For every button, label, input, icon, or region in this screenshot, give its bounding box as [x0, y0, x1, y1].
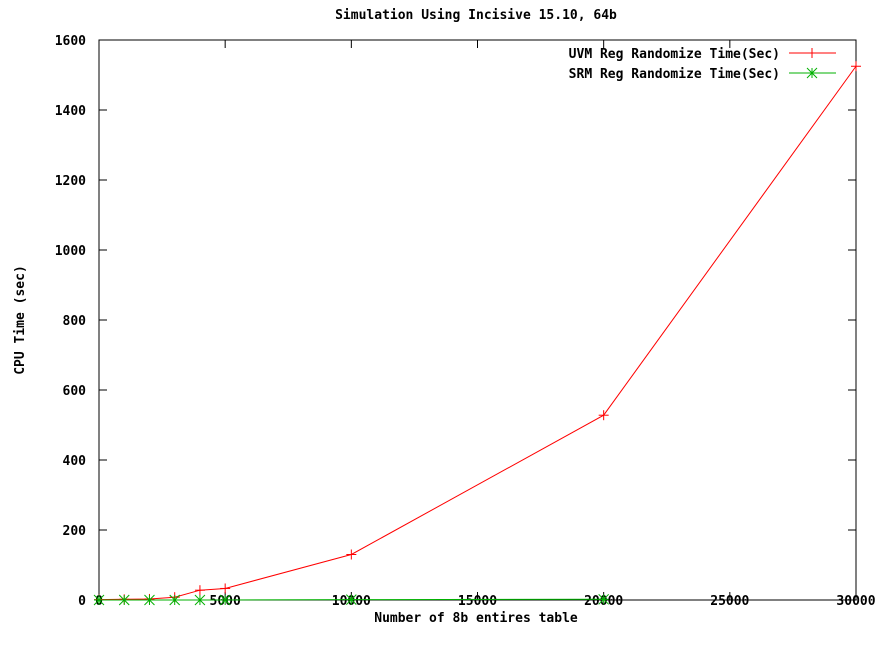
x-axis-label: Number of 8b entires table — [374, 611, 578, 626]
data-point-plus — [220, 583, 231, 594]
legend: UVM Reg Randomize Time(Sec) SRM Reg Rando… — [569, 47, 836, 82]
y-axis-label: CPU Time (sec) — [13, 265, 28, 375]
data-point-star — [93, 594, 105, 606]
series-1 — [94, 61, 861, 605]
data-point-star — [169, 594, 181, 606]
y-tick-label: 1600 — [55, 34, 86, 49]
y-tick-label: 1400 — [55, 104, 86, 119]
x-tick-label: 25000 — [710, 594, 749, 609]
y-tick-label: 1200 — [55, 174, 86, 189]
x-tick-label: 15000 — [458, 594, 497, 609]
data-point-star — [806, 67, 818, 79]
data-point-plus — [851, 61, 861, 72]
data-point-star — [118, 594, 130, 606]
data-point-star — [144, 594, 155, 606]
data-point-star — [345, 594, 357, 606]
data-point-star — [598, 593, 610, 605]
data-point-plus — [194, 585, 205, 596]
legend-label: UVM Reg Randomize Time(Sec) — [569, 47, 780, 62]
series-line — [98, 65, 857, 601]
y-tick-label: 800 — [63, 314, 87, 329]
y-axis: 0 200 400 600 800 1000 1200 1400 1600 — [55, 34, 856, 609]
y-tick-label: 0 — [78, 594, 86, 609]
y-tick-label: 200 — [63, 524, 87, 539]
legend-entry: UVM Reg Randomize Time(Sec) — [569, 47, 836, 62]
y-tick-label: 400 — [63, 454, 87, 469]
series-2 — [93, 593, 610, 606]
y-tick-label: 600 — [63, 384, 87, 399]
legend-entry: SRM Reg Randomize Time(Sec) — [569, 67, 836, 82]
x-axis: 0 5000 10000 15000 20000 25000 30000 — [95, 40, 876, 609]
chart-title: Simulation Using Incisive 15.10, 64b — [335, 8, 617, 23]
series-layer — [93, 61, 861, 606]
data-point-star — [219, 594, 231, 606]
plot-frame — [98, 39, 857, 601]
x-tick-label: 30000 — [836, 594, 875, 609]
y-tick-label: 1000 — [55, 244, 86, 259]
data-point-plus — [807, 48, 817, 58]
legend-label: SRM Reg Randomize Time(Sec) — [569, 67, 780, 82]
data-point-star — [194, 594, 206, 606]
data-point-plus — [346, 549, 357, 560]
data-point-plus — [598, 410, 609, 421]
